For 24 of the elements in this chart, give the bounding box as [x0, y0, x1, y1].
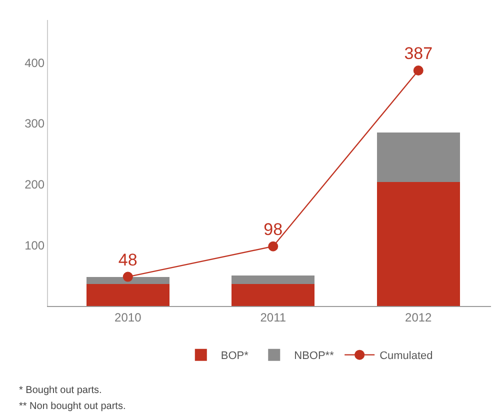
legend-label: NBOP** — [294, 350, 335, 362]
x-tick-label: 2010 — [114, 310, 142, 324]
y-tick-label: 200 — [24, 178, 45, 192]
legend-label: BOP* — [220, 350, 250, 362]
legend-label: Cumulated — [380, 350, 433, 362]
data-label: 387 — [404, 44, 433, 64]
point — [413, 66, 424, 76]
bar — [232, 276, 315, 284]
y-tick-label: 100 — [24, 238, 45, 252]
point — [122, 272, 133, 282]
bar — [232, 284, 315, 306]
y-tick-label: 400 — [24, 56, 45, 70]
bar — [376, 132, 460, 182]
text: ** Non bought out parts. — [19, 401, 126, 412]
bar — [86, 276, 170, 284]
bar — [376, 182, 460, 306]
data-label: 98 — [264, 220, 283, 239]
x-tick-label: 2011 — [260, 310, 286, 324]
data-label: 48 — [118, 250, 138, 270]
y-tick-label: 300 — [24, 116, 45, 131]
text: * Bought out parts. — [19, 385, 102, 396]
x-tick-label: 2012 — [405, 310, 432, 324]
point — [268, 241, 278, 252]
bar — [86, 284, 170, 306]
